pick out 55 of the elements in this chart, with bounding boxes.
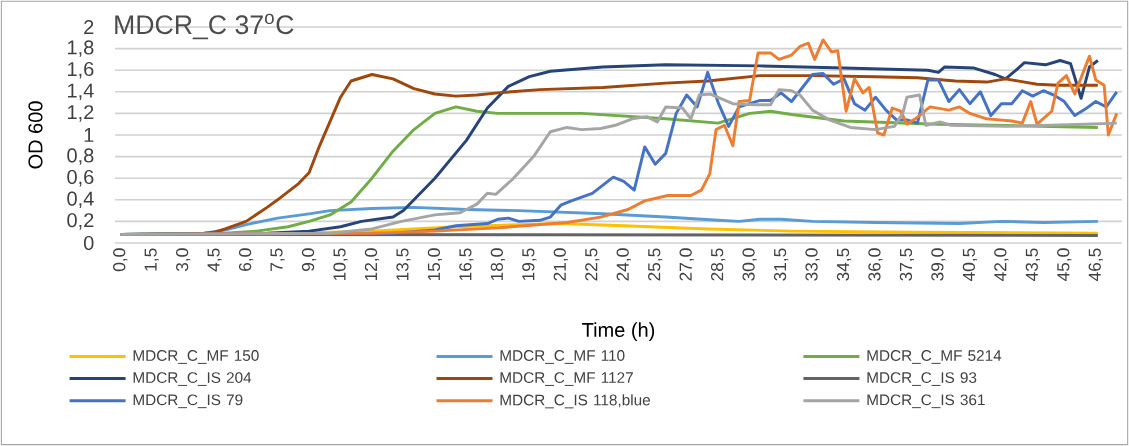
x-tick-label: 7,5 <box>270 248 285 271</box>
legend-label: MDCR_C_IS 93 <box>867 372 977 386</box>
x-tick-label: 3,0 <box>176 248 191 272</box>
x-tick-label: 6,0 <box>238 248 254 271</box>
x-tick-label: 46,5 <box>1088 248 1103 282</box>
y-tick-label: 1,2 <box>68 105 94 122</box>
y-tick-label: 0,4 <box>67 191 94 209</box>
y-tick-label: 0,6 <box>67 169 94 187</box>
x-tick-label: 19,5 <box>522 248 537 281</box>
x-tick-label: 16,5 <box>459 248 474 281</box>
x-tick-label: 27,0 <box>679 248 694 281</box>
legend-label: MDCR_C_IS 361 <box>867 394 985 409</box>
legend-label: MDCR_C_IS 204 <box>133 372 252 386</box>
legend-label: MDCR_C_IS 79 <box>133 394 243 409</box>
y-tick-label: 2 <box>84 20 94 34</box>
x-tick-label: 37,5 <box>899 248 915 281</box>
y-tick-label: 1 <box>84 128 94 142</box>
x-axis-title: Time (h) <box>582 322 655 341</box>
x-tick-label: 40,5 <box>962 248 978 282</box>
y-tick-label: 0 <box>83 235 94 251</box>
legend-label: MDCR_C_IS 118,blue <box>500 394 651 409</box>
chart-title: MDCR_C 37$^{o}$C <box>115 13 294 40</box>
x-tick-label: 34,5 <box>836 248 852 281</box>
x-tick-label: 4,5 <box>207 248 222 272</box>
legend-label: MDCR_C_MF 110 <box>500 350 625 364</box>
y-axis-title: OD 600 <box>28 101 43 169</box>
x-tick-label: 9,0 <box>301 248 317 271</box>
x-tick-label: 21,0 <box>553 248 568 281</box>
x-tick-label: 28,5 <box>710 248 726 281</box>
x-tick-label: 39,0 <box>931 248 946 281</box>
x-tick-label: 18,0 <box>490 248 506 281</box>
x-tick-label: 13,5 <box>396 248 411 281</box>
x-tick-label: 22,5 <box>585 248 600 281</box>
x-tick-label: 33,0 <box>805 248 820 281</box>
x-tick-label: 31,5 <box>773 248 789 281</box>
y-tick-label: 0,8 <box>67 148 94 165</box>
y-tick-label: 1,8 <box>68 40 94 57</box>
x-tick-label: 1,5 <box>144 248 159 271</box>
x-tick-label: 30,0 <box>742 248 757 281</box>
y-tick-label: 0,2 <box>67 213 94 230</box>
x-tick-label: 36,0 <box>868 248 883 281</box>
legend-label: MDCR_C_MF 5214 <box>867 350 1002 364</box>
x-tick-label: 24,0 <box>616 248 631 281</box>
x-tick-label: 10,5 <box>333 248 348 281</box>
legend-label: MDCR_C_MF 1127 <box>500 372 633 386</box>
y-tick-label: 1,4 <box>68 83 94 100</box>
legend-label: MDCR_C_MF 150 <box>133 350 259 364</box>
y-tick-label: 1,6 <box>68 61 94 79</box>
x-tick-label: 12,0 <box>364 248 380 281</box>
x-tick-label: 43,5 <box>1025 248 1040 282</box>
x-tick-label: 42,0 <box>994 248 1009 282</box>
x-tick-label: 45,0 <box>1057 248 1072 282</box>
x-tick-label: 15,0 <box>427 248 443 281</box>
x-tick-label: 0,0 <box>113 248 128 272</box>
x-tick-label: 25,5 <box>648 248 663 281</box>
